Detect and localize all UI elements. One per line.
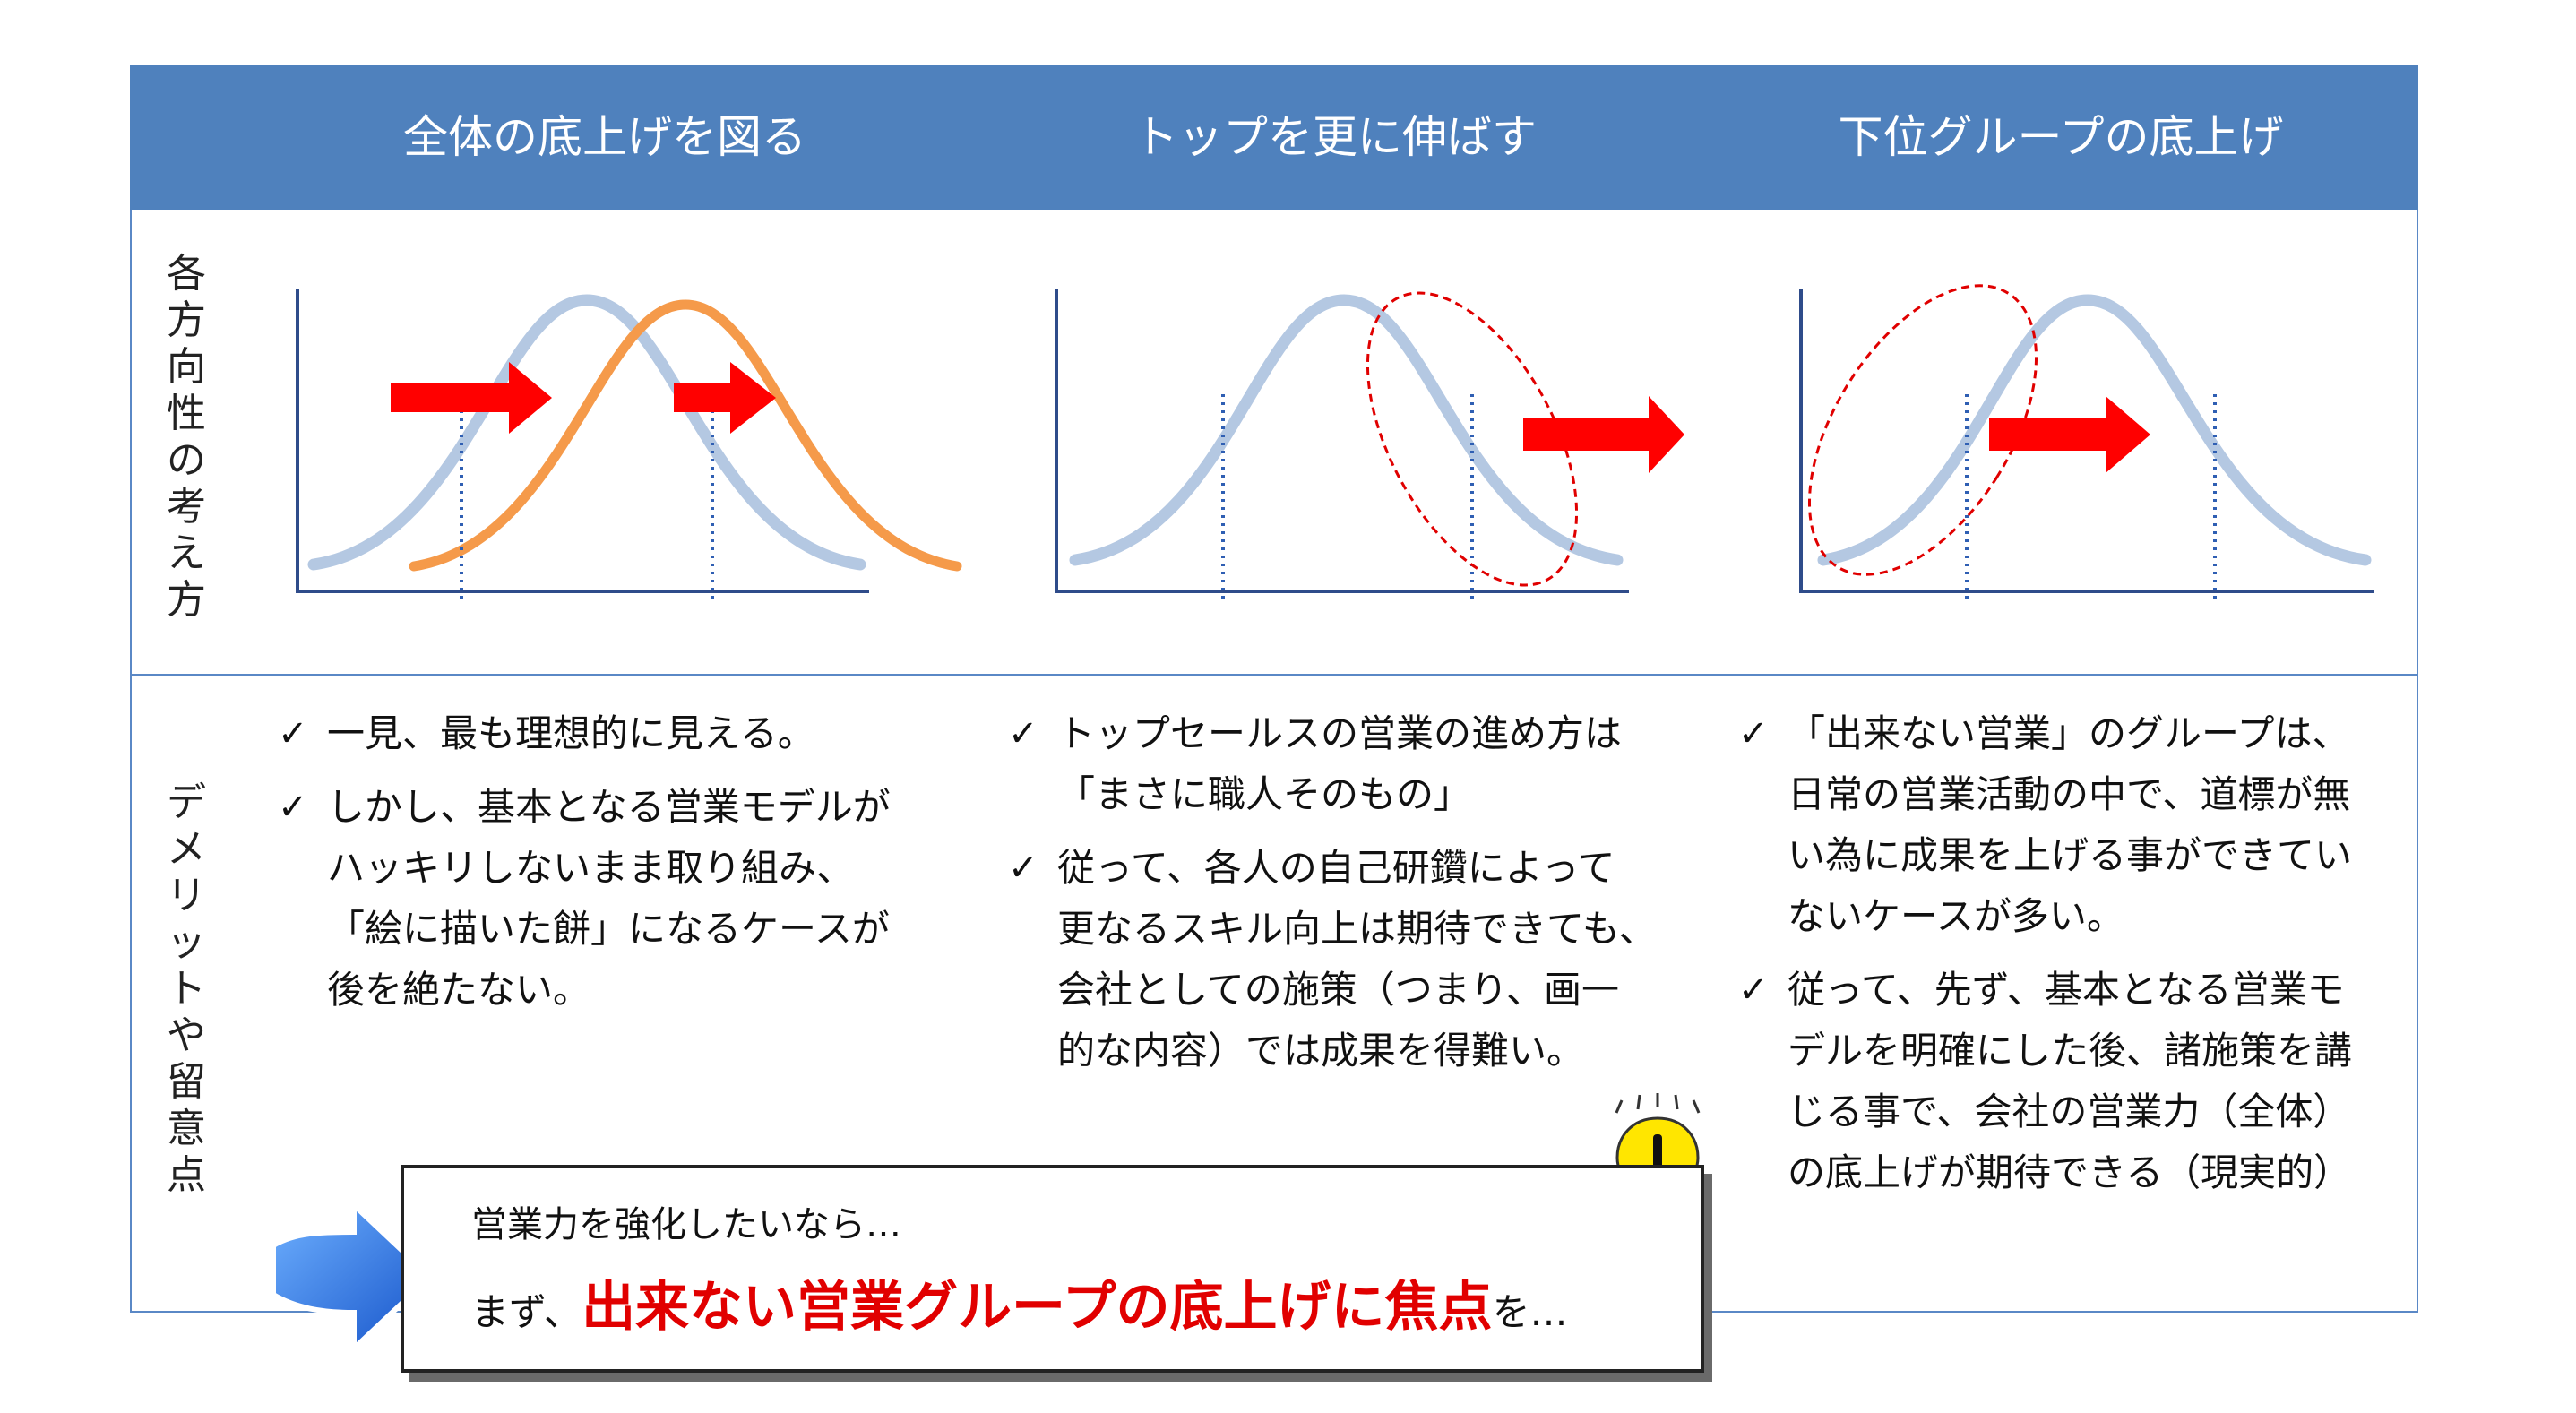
callout-box: 営業力を強化したいなら… まず、出来ない営業グループの底上げに焦点を…	[401, 1165, 1704, 1373]
baseline-curve	[307, 294, 866, 571]
panel-overall	[296, 289, 962, 602]
callout-emphasis: 出来ない営業グループの底上げに焦点	[582, 1276, 1493, 1339]
axes	[296, 289, 869, 593]
check-icon: ✓	[1008, 713, 1038, 754]
baseline-curve	[1817, 294, 2372, 566]
check-icon: ✓	[278, 787, 308, 828]
highlight-ellipse	[1807, 284, 2038, 576]
check-icon: ✓	[1738, 713, 1769, 754]
row-divider	[130, 674, 2418, 676]
blue-arrow-icon	[271, 1199, 435, 1355]
red-arrow-icon	[391, 362, 552, 434]
check-icon: ✓	[278, 713, 308, 754]
list-item: ✓ 「出来ない営業」のグループは、 日常の営業活動の中で、道標が無 い為に成果を…	[1738, 703, 2401, 947]
row-label-demerits: デメリットや留意点	[167, 780, 206, 1198]
list-item: ✓ 一見、最も理想的に見える。	[278, 703, 959, 764]
baseline-curve	[1069, 294, 1624, 566]
callout-lead: 営業力を強化したいなら…	[471, 1204, 901, 1245]
header-band	[130, 65, 2418, 210]
list-item: ✓ 従って、先ず、基本となる営業モ デルを明確にした後、諸施策を講 じる事で、会…	[1738, 960, 2401, 1203]
column-title-top: トップを更に伸ばす	[1133, 111, 1537, 163]
check-icon: ✓	[1738, 969, 1769, 1011]
axes	[1055, 289, 1629, 593]
highlight-ellipse	[1366, 291, 1579, 587]
red-arrow-icon	[1989, 396, 2150, 473]
row-label-concept: 各方向性の考え方	[167, 251, 206, 623]
callout-message: まず、出来ない営業グループの底上げに焦点を…	[471, 1276, 1568, 1339]
axes	[1799, 289, 2374, 593]
check-icon: ✓	[1008, 848, 1038, 889]
red-arrow-icon	[1523, 396, 1684, 473]
column-notes-lower: ✓ 「出来ない営業」のグループは、 日常の営業活動の中で、道標が無 い為に成果を…	[1738, 703, 2401, 1216]
shifted-curve	[409, 299, 962, 572]
column-notes-top: ✓ トップセールスの営業の進め方は 「まさに職人そのもの」 ✓ 従って、各人の自…	[1008, 703, 1707, 1094]
panel-top	[1055, 289, 1684, 602]
column-title-overall: 全体の底上げを図る	[403, 111, 806, 163]
list-item: ✓ トップセールスの営業の進め方は 「まさに職人そのもの」	[1008, 703, 1707, 825]
red-arrow-icon	[674, 362, 776, 434]
panel-lower	[1799, 284, 2374, 602]
column-title-lower: 下位グループの底上げ	[1838, 111, 2284, 163]
column-notes-overall: ✓ 一見、最も理想的に見える。 ✓ しかし、基本となる営業モデルが ハッキリしな…	[278, 703, 959, 1033]
list-item: ✓ 従って、各人の自己研鑽によって 更なるスキル向上は期待できても、 会社として…	[1008, 838, 1707, 1081]
list-item: ✓ しかし、基本となる営業モデルが ハッキリしないまま取り組み、 「絵に描いた餅…	[278, 777, 959, 1021]
